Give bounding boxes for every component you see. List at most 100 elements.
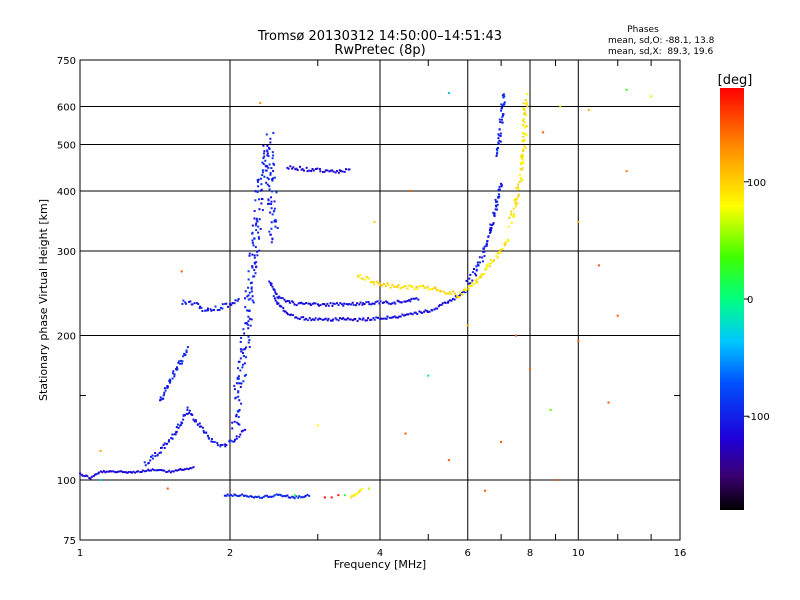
data-point-x: [393, 285, 396, 288]
data-point-o: [272, 131, 275, 134]
data-point-o: [332, 170, 335, 173]
data-point-o: [475, 274, 478, 277]
data-point-o: [301, 496, 304, 499]
data-point-o: [92, 475, 95, 478]
data-point-x: [499, 252, 502, 255]
data-point-x: [461, 293, 464, 296]
data-point-o: [162, 443, 165, 446]
data-point-o: [230, 494, 233, 497]
data-point-o: [326, 319, 329, 322]
data-point-x: [519, 168, 522, 171]
data-point-o: [175, 426, 178, 429]
data-point-o: [342, 317, 345, 320]
data-point-o: [342, 304, 345, 307]
data-point-o: [351, 301, 354, 304]
data-point-o: [431, 309, 434, 312]
data-point-o: [339, 302, 342, 305]
data-point-x: [523, 108, 526, 111]
data-point-o: [268, 185, 271, 188]
data-point-o: [286, 313, 289, 316]
data-point-o: [243, 348, 246, 351]
data-point-x: [522, 155, 525, 158]
data-point-o: [269, 282, 272, 285]
colorbar-tick-label: -100: [747, 412, 770, 423]
data-point-o: [231, 421, 234, 424]
data-point-o: [81, 474, 84, 477]
data-point-o: [498, 128, 501, 131]
data-point-x: [397, 284, 400, 287]
data-point-o: [339, 170, 342, 173]
data-point-o: [370, 303, 373, 306]
data-point-o: [348, 302, 351, 305]
y-tick-label: 750: [57, 56, 76, 67]
data-point-o: [393, 301, 396, 304]
data-point-o: [270, 495, 273, 498]
data-point-x: [427, 288, 430, 291]
data-point-o: [188, 409, 191, 412]
data-point-o: [373, 318, 376, 321]
data-point-o: [172, 470, 175, 473]
data-point-outlier: [337, 494, 340, 497]
data-point-o: [272, 154, 275, 157]
data-point-o: [169, 471, 172, 474]
data-point-o: [489, 227, 492, 230]
data-point-o: [302, 316, 305, 319]
data-point-o: [250, 281, 253, 284]
data-point-o: [253, 254, 256, 257]
data-point-x: [513, 198, 516, 201]
data-point-x: [488, 265, 491, 268]
data-point-x: [379, 284, 382, 287]
data-point-x: [471, 282, 474, 285]
data-point-o: [205, 309, 208, 312]
data-point-o: [399, 301, 402, 304]
data-point-o: [263, 175, 266, 178]
data-point-outlier: [625, 170, 628, 173]
data-point-o: [231, 301, 234, 304]
data-point-o: [300, 316, 303, 319]
data-point-o: [494, 204, 497, 207]
data-point-o: [352, 303, 355, 306]
colorbar-gradient: [720, 88, 744, 510]
data-point-o: [280, 297, 283, 300]
data-point-o: [101, 471, 104, 474]
data-point-o: [324, 169, 327, 172]
data-point-o: [291, 495, 294, 498]
data-point-o: [176, 366, 179, 369]
data-point-o: [277, 302, 280, 305]
data-point-o: [241, 363, 244, 366]
data-point-o: [284, 300, 287, 303]
data-point-x: [402, 286, 405, 289]
data-point-o: [474, 272, 477, 275]
data-point-o: [225, 494, 228, 497]
data-point-x: [514, 203, 517, 206]
data-point-o: [246, 309, 249, 312]
data-point-o: [378, 302, 381, 305]
data-point-o: [273, 494, 276, 497]
data-point-o: [301, 168, 304, 171]
data-point-o: [156, 453, 159, 456]
data-point-o: [497, 137, 500, 140]
data-point-o: [179, 362, 182, 365]
data-point-o: [288, 300, 291, 303]
data-point-o: [498, 195, 501, 198]
data-point-o: [334, 171, 337, 174]
data-point-o: [317, 304, 320, 307]
data-point-o: [373, 302, 376, 305]
data-point-outlier: [99, 449, 102, 452]
data-point-o: [399, 315, 402, 318]
data-point-x: [464, 287, 467, 290]
data-point-o: [269, 141, 272, 144]
y-axis-ticks: 75 100 200 300 400 500 600 750: [57, 56, 76, 547]
data-point-x: [475, 280, 478, 283]
data-point-o: [318, 168, 321, 171]
data-point-o: [104, 471, 107, 474]
data-point-o: [271, 179, 274, 182]
data-point-o: [349, 318, 352, 321]
data-point-x: [491, 260, 494, 263]
data-point-o: [238, 382, 241, 385]
data-point-x: [514, 200, 517, 203]
data-point-o: [116, 470, 119, 473]
data-point-o: [211, 440, 214, 443]
data-point-o: [191, 303, 194, 306]
data-point-o: [267, 178, 270, 181]
